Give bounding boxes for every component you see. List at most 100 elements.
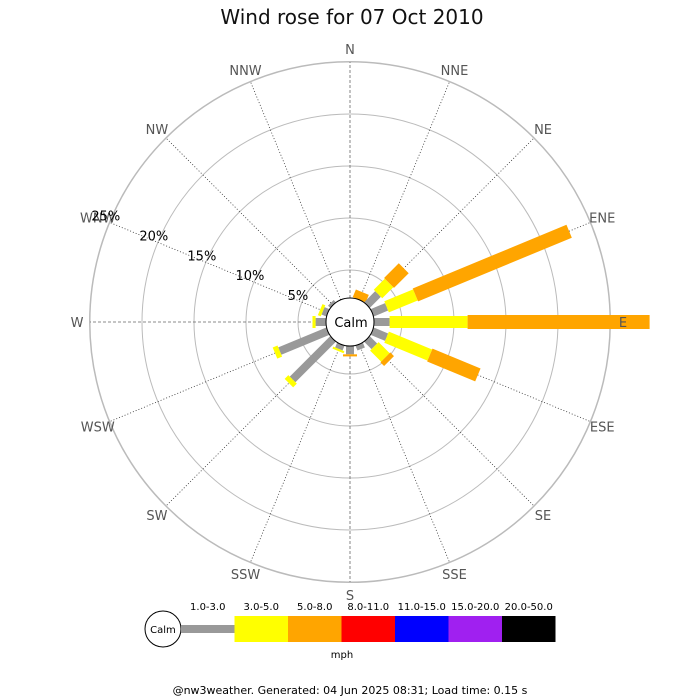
legend-swatch-5.0-8.0 [288,616,342,642]
legend-label-5.0-8.0: 5.0-8.0 [297,602,332,613]
legend-swatch-3.0-5.0 [234,616,288,642]
legend-label-11.0-15.0: 11.0-15.0 [398,602,446,613]
bar-group-ese [427,348,481,382]
bar-se-3.0-5.0 [370,342,390,362]
bar-group-ssw [332,346,345,354]
bar-group-w [315,318,326,326]
speed-legend: Calm mph 1.0-3.0 3.0-5.0 5.0-8.0 8.0-11.0 11… [144,602,556,661]
percent-label: 10% [235,269,264,284]
bar-group-wnw [317,304,326,317]
legend-label-20.0-50.0: 20.0-50.0 [505,602,553,613]
bar-group-nw [327,299,336,308]
bar-wnw-3.0-5.0 [317,304,326,317]
legend-label-8.0-11.0: 8.0-11.0 [347,602,389,613]
direction-label-ssw: SSW [231,568,261,583]
wind-bars [272,224,650,388]
bar-group-se [364,336,378,350]
spoke-nnw [250,81,342,300]
bar-ese-1.0-3.0 [370,327,389,341]
legend-label-3.0-5.0: 3.0-5.0 [244,602,279,613]
direction-label-sw: SW [146,509,167,524]
percent-label: 25% [91,210,120,225]
spoke-nne [358,81,450,300]
bar-group-ne [364,291,381,308]
bar-ne-5.0-8.0 [384,263,409,288]
bar-ese-5.0-8.0 [427,348,481,382]
bar-group-s [343,354,357,357]
direction-label-ene: ENE [589,212,615,227]
bar-ne-3.0-5.0 [373,278,394,299]
bar-group-se [370,342,390,362]
bar-e-3.0-5.0 [389,316,468,328]
bar-group-ene [384,289,418,313]
bar-wsw-1.0-3.0 [278,327,330,355]
bar-ene-5.0-8.0 [412,224,572,302]
bar-group-sse [355,342,365,351]
percent-label: 20% [139,229,168,244]
legend-swatch-15.0-20.0 [448,616,502,642]
legend-label-15.0-20.0: 15.0-20.0 [451,602,499,613]
legend-swatch-11.0-15.0 [395,616,449,642]
bar-ssw-3.0-5.0 [332,346,345,354]
bar-group-e [467,315,650,329]
direction-label-wnw: WNW [80,212,116,227]
direction-label-ne: NE [534,123,552,138]
bar-w-1.0-3.0 [315,318,326,326]
bar-group-wsw [272,345,283,359]
legend-label-1.0-3.0: 1.0-3.0 [190,602,225,613]
bar-ene-3.0-5.0 [384,289,418,313]
legend-swatch-20.0-50.0 [502,616,556,642]
direction-label-nne: NNE [441,64,469,79]
spoke-se [366,338,535,507]
footer-text: @nw3weather. Generated: 04 Jun 2025 08:3… [173,684,528,697]
direction-label-wsw: WSW [81,420,115,435]
spoke-ssw [250,344,342,563]
direction-label-s: S [346,589,354,604]
direction-labels: N NNE NE ENE E ESE SE SSE S SSW SW WSW W WNW NW NNW [71,43,628,604]
percent-label: 5% [288,289,309,304]
calm-center: Calm [325,297,375,347]
bar-ese-3.0-5.0 [384,331,433,361]
direction-label-nw: NW [146,123,169,138]
bar-group-ese [384,331,433,361]
bar-nne-5.0-8.0 [352,289,369,303]
bar-group-e [389,316,468,328]
bar-sw-1.0-3.0 [289,336,336,383]
bar-group-ne [373,278,394,299]
bar-group-ese [370,327,389,341]
bar-s-5.0-8.0 [343,354,357,357]
legend-unit: mph [331,650,353,661]
direction-label-w: W [71,316,84,331]
calm-circle [325,297,375,347]
spoke-wnw [109,222,328,314]
chart-title: Wind rose for 07 Oct 2010 [220,5,483,29]
bar-group-wnw [321,307,330,317]
bar-wsw-3.0-5.0 [272,345,283,359]
legend-calm-label: Calm [150,625,176,636]
direction-label-se: SE [535,509,551,524]
bar-sw-3.0-5.0 [284,375,297,388]
bar-ene-1.0-3.0 [370,303,389,317]
calm-label: Calm [334,316,367,331]
bar-group-ssw [335,342,345,351]
direction-label-n: N [345,43,355,58]
legend-swatch-8.0-11.0 [341,616,395,642]
bar-group-sw [284,375,297,388]
bar-wnw-1.0-3.0 [321,307,330,317]
direction-label-nnw: NNW [229,64,261,79]
bar-e-5.0-8.0 [467,315,650,329]
direction-label-e: E [619,316,627,331]
spoke-nw [165,137,334,306]
legend-swatch-1.0-3.0 [181,625,235,633]
bar-group-ne [384,263,409,288]
bar-ne-1.0-3.0 [364,291,381,308]
direction-label-sse: SSE [442,568,467,583]
bar-ssw-1.0-3.0 [335,342,345,351]
bar-se-1.0-3.0 [364,336,378,350]
bar-s-1.0-3.0 [346,346,354,355]
bar-group-wsw [278,327,330,355]
spoke-sse [358,344,450,563]
bar-sse-1.0-3.0 [355,342,365,351]
bar-w-3.0-5.0 [312,316,316,328]
